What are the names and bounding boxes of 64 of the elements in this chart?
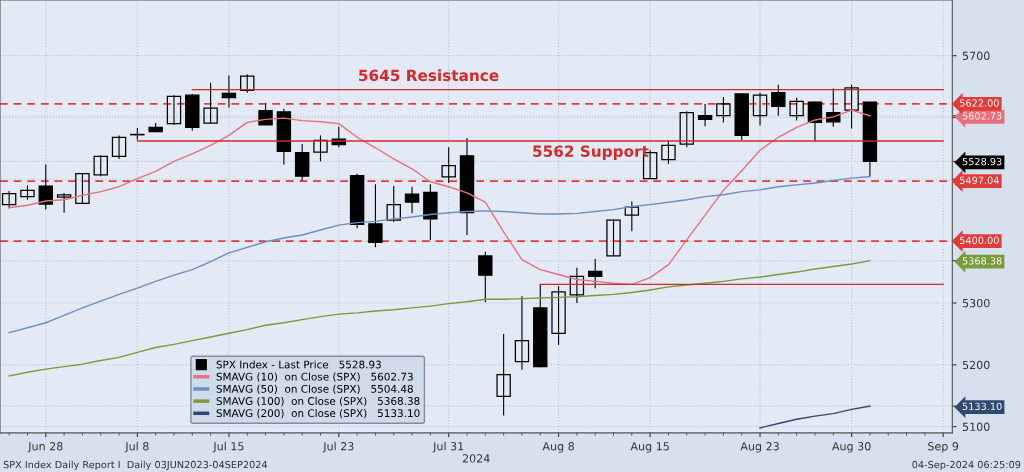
x-tick-label: Aug 23 — [740, 442, 779, 453]
candlestick — [789, 97, 804, 122]
candlestick — [844, 84, 859, 130]
legend-label: SMAVG (100) on Close (SPX) 5368.38 — [216, 396, 420, 407]
candlestick — [679, 110, 694, 148]
x-tick-label: Aug 30 — [832, 442, 871, 453]
candlestick — [294, 143, 310, 182]
candlestick — [551, 285, 566, 346]
legend-label: SMAVG (200) on Close (SPX) 5133.10 — [216, 409, 420, 419]
candlestick — [771, 84, 786, 117]
y-tick-label: 5368.38 — [962, 257, 1002, 265]
ref-line-label: 5622.00 — [960, 99, 999, 107]
y-tick-label: 5528.93 — [962, 157, 1002, 166]
line-series — [759, 405, 871, 429]
y-tick-label: 5100 — [962, 422, 990, 432]
x-tick-label: Jul 23 — [322, 441, 354, 453]
x-tick-label: Jul 15 — [212, 441, 244, 453]
ref-line-label: 5400.00 — [960, 236, 999, 244]
y-tick-label: 5133.10 — [962, 402, 1002, 411]
x-tick-label: Jul 31 — [432, 441, 464, 453]
candlestick — [203, 82, 218, 124]
candlestick — [313, 134, 328, 162]
candlestick — [404, 186, 420, 214]
candlestick — [661, 139, 676, 165]
candlestick — [514, 295, 530, 371]
candlestick — [368, 183, 383, 248]
candlestick — [56, 192, 72, 214]
candlestick — [240, 73, 255, 94]
x-axis-title: 2024 — [462, 454, 490, 463]
candlestick — [624, 201, 640, 232]
candlestick — [716, 96, 731, 123]
candlestick — [496, 333, 511, 417]
y-tick-label: 5700 — [962, 51, 990, 61]
candlestick — [166, 94, 182, 126]
text: SPX Index Daily Report I Daily 03JUN2023-04SEP2024 — [3, 460, 268, 471]
candlestick — [386, 185, 401, 223]
line-series — [8, 175, 871, 334]
text: 04-Sep-2024 06:25:09 — [912, 460, 1021, 471]
candlestick — [807, 100, 823, 143]
candlestick — [111, 134, 127, 160]
y-tick-label: 5300 — [962, 298, 990, 308]
candlestick — [93, 154, 108, 177]
x-tick-label: Jul 8 — [124, 441, 149, 453]
ref-line-label: 5497.04 — [960, 176, 999, 184]
candlestick — [752, 92, 768, 127]
candlestick — [606, 218, 621, 257]
x-tick-label: Sep 9 — [928, 442, 959, 453]
x-tick-label: Jun 28 — [27, 442, 63, 453]
candlestick — [697, 103, 713, 127]
candlestick — [569, 267, 585, 304]
candlestick — [441, 146, 456, 184]
candlestick — [38, 163, 54, 211]
legend-label: SMAVG (10) on Close (SPX) 5602.73 — [216, 372, 413, 382]
legend-label: SPX Index - Last Price 5528.93 — [216, 360, 381, 369]
candlestick — [587, 258, 603, 289]
annotation: 5562 Support — [533, 145, 649, 160]
y-tick-label: 5602.73 — [962, 112, 1002, 120]
legend-label: SMAVG (50) on Close (SPX) 5504.48 — [216, 384, 413, 394]
x-tick-label: Aug 8 — [542, 442, 574, 453]
y-tick-label: 5200 — [962, 360, 990, 370]
x-tick-label: Aug 15 — [630, 442, 669, 453]
annotation: 5645 Resistance — [359, 69, 499, 82]
candlestick — [478, 251, 493, 303]
candlestick — [75, 172, 90, 205]
